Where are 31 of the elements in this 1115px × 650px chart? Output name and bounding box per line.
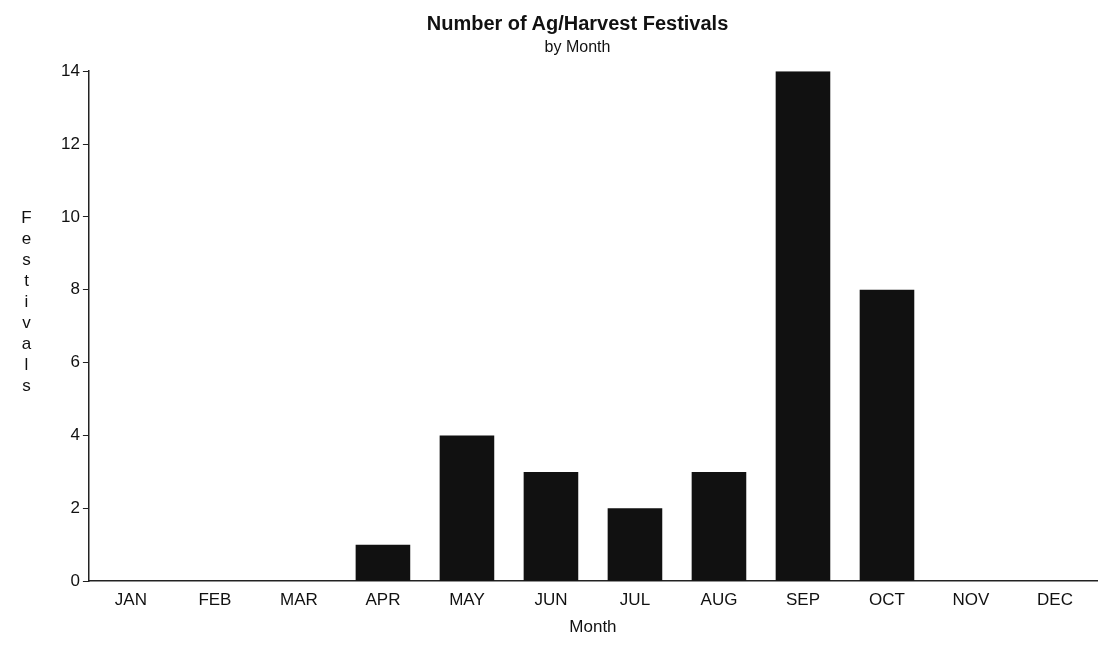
bar — [523, 471, 579, 581]
x-tick-label: JAN — [114, 590, 147, 610]
x-tick-label: APR — [365, 590, 401, 610]
x-tick-label: SEP — [785, 590, 820, 610]
y-tick-label: 4 — [70, 425, 80, 445]
y-tick-label: 6 — [70, 352, 80, 372]
chart-subtitle: by Month — [544, 38, 611, 56]
x-tick-label: JUL — [619, 590, 651, 610]
y-tick-label: 8 — [70, 279, 80, 299]
y-tick-label: 14 — [60, 60, 80, 80]
x-axis-title: Month — [569, 617, 617, 637]
bar — [607, 508, 663, 581]
x-tick-label: AUG — [700, 590, 738, 610]
y-tick-label: 12 — [60, 133, 80, 153]
x-tick-label: MAY — [449, 590, 485, 610]
bar — [775, 71, 831, 581]
bar — [439, 435, 495, 581]
x-tick-label: FEB — [198, 590, 232, 610]
chart-title: Number of Ag/Harvest Festivals — [426, 11, 729, 34]
y-axis-title: Festivals — [16, 208, 36, 397]
bar — [355, 544, 411, 581]
bar — [859, 289, 915, 581]
x-tick-label: MAR — [280, 590, 318, 610]
x-tick-label: DEC — [1037, 590, 1073, 610]
bar — [691, 471, 747, 581]
x-tick-label: NOV — [952, 590, 991, 610]
y-tick-label: 10 — [60, 206, 80, 226]
x-tick-label: OCT — [869, 590, 905, 610]
y-tick-label: 2 — [70, 498, 80, 518]
x-tick-label: JUN — [534, 590, 568, 610]
y-tick-label: 0 — [70, 570, 80, 590]
